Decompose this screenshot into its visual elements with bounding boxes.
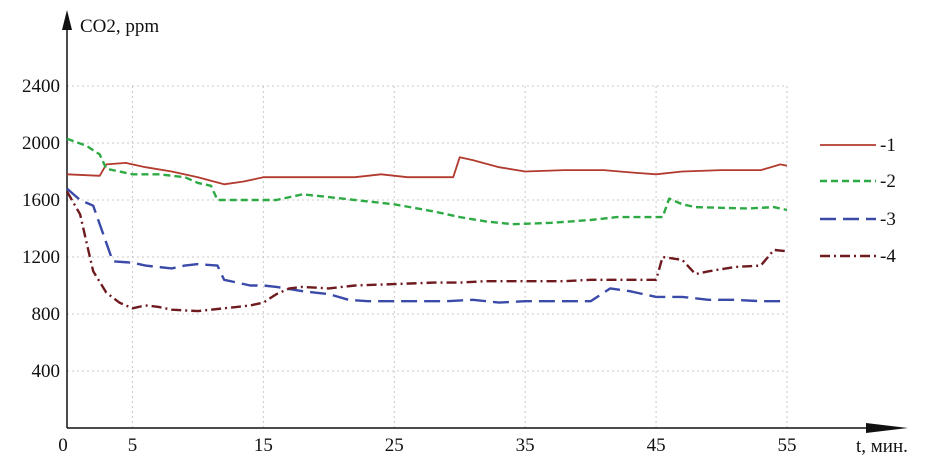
series	[65, 137, 788, 313]
y-axis-title: CO2, ppm	[80, 16, 159, 37]
series-line-2	[66, 137, 788, 226]
x-tick-label: 15	[254, 435, 273, 456]
y-tick-label: 2400	[22, 76, 60, 97]
y-tick-label: 2000	[22, 133, 60, 154]
x-tick-label: 55	[778, 435, 797, 456]
y-tick-label: 1200	[22, 247, 60, 268]
series-line-3	[66, 187, 787, 304]
x-tick-label: 5	[128, 435, 138, 456]
grid	[67, 85, 788, 428]
y-axis-arrow-icon	[62, 10, 72, 30]
x-axis-arrow-icon	[866, 423, 908, 433]
axes: CO2, ppm t, мин.	[62, 10, 908, 457]
legend-label-4: -4	[880, 246, 896, 267]
series-line-1	[66, 156, 788, 186]
x-axis-title: t, мин.	[856, 436, 908, 457]
tick-labels: 400 800 1200 1600 2000 2400 0 5 15 25 35 45 55	[22, 76, 797, 456]
x-tick-label: 25	[385, 435, 404, 456]
series-line-4	[65, 190, 788, 313]
legend-label-1: -1	[880, 135, 896, 156]
x-tick-label: 35	[516, 435, 535, 456]
y-tick-label: 1600	[22, 190, 60, 211]
legend: -1 -2 -3 -4	[820, 135, 896, 267]
y-tick-label: 400	[32, 361, 61, 382]
legend-label-3: -3	[880, 209, 896, 230]
x-tick-label: 45	[647, 435, 666, 456]
y-tick-label: 800	[32, 304, 61, 325]
legend-label-2: -2	[880, 171, 896, 192]
x-tick-label: 0	[58, 435, 68, 456]
